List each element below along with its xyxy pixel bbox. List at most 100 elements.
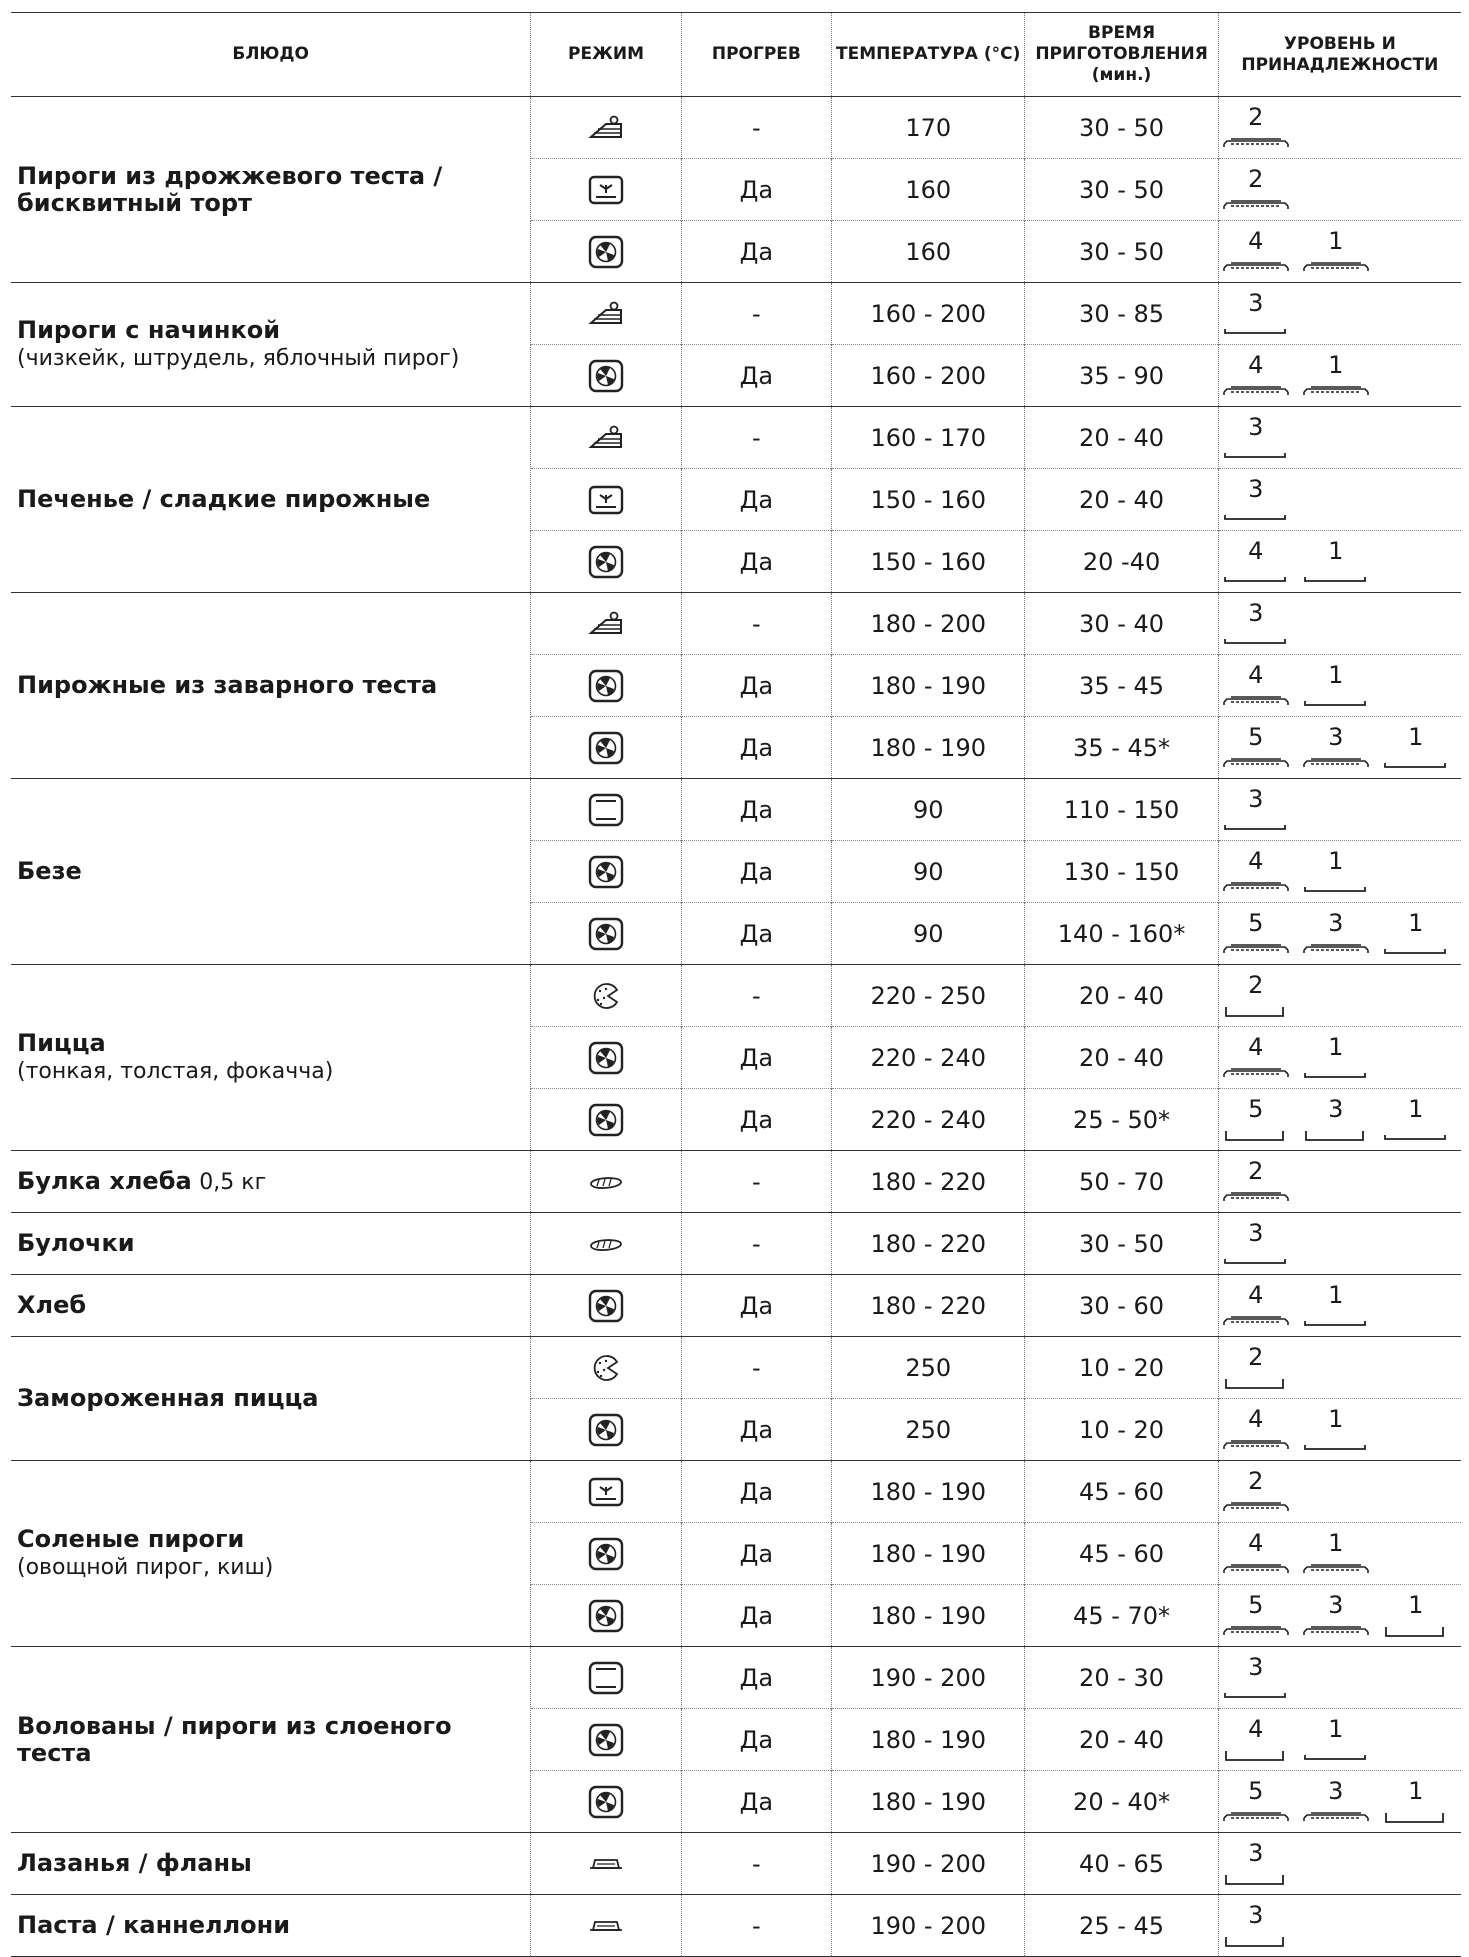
- level-number: 4: [1248, 661, 1264, 689]
- mode-cell: [530, 964, 682, 1027]
- preheat-cell: -: [680, 282, 833, 345]
- mode-cell: [530, 1026, 682, 1089]
- fan-mode-icon: [588, 1289, 624, 1322]
- level-item: 3: [1221, 601, 1291, 649]
- cooking-time-cell: 30 - 60: [1024, 1274, 1219, 1337]
- dish-name: Булка хлеба: [17, 1166, 192, 1195]
- level-number: 5: [1248, 1591, 1264, 1619]
- pan-accessory-icon: [1384, 1627, 1444, 1637]
- rack-accessory-icon: [1222, 386, 1289, 395]
- dish-name-cell: Лазанья / фланы: [11, 1832, 532, 1895]
- level-number: 3: [1248, 413, 1264, 441]
- rack-accessory-icon: [1222, 1192, 1289, 1201]
- cooking-time-cell: 10 - 20: [1024, 1336, 1219, 1399]
- table-row: Замороженная пицца -250 10 - 20 2: [11, 1336, 1461, 1461]
- temperature-cell: 180 - 190: [831, 716, 1026, 779]
- level-number: 3: [1248, 289, 1264, 317]
- cooking-time-cell: 30 - 50: [1024, 1212, 1219, 1275]
- level-item: 1: [1301, 229, 1371, 277]
- level-item: 1: [1381, 1097, 1451, 1145]
- cooking-time-cell: 20 - 40: [1024, 964, 1219, 1027]
- preheat-cell: Да: [680, 1398, 833, 1461]
- cake-mode-icon: [588, 611, 623, 634]
- cooking-time-cell: 30 - 50: [1024, 96, 1219, 159]
- mode-cell: [530, 220, 682, 283]
- level-item: 1: [1381, 1593, 1451, 1641]
- level-cell: 5 3 1: [1217, 1584, 1461, 1647]
- level-number: 1: [1328, 1281, 1344, 1309]
- level-cell: 3: [1217, 406, 1461, 469]
- fan-mode-icon: [588, 1041, 624, 1074]
- convection-mode-icon: [588, 1477, 624, 1506]
- cooking-time-cell: 45 - 60: [1024, 1460, 1219, 1523]
- dish-name: Пирожные из заварного теста: [17, 671, 438, 699]
- cooking-time-cell: 130 - 150: [1024, 840, 1219, 903]
- pan-accessory-icon: [1224, 1875, 1284, 1885]
- temperature-cell: 90: [831, 778, 1026, 841]
- dish-name-cell: Пироги из дрожжевого теста / бисквитный …: [11, 96, 532, 283]
- temperature-cell: 190 - 200: [831, 1832, 1026, 1895]
- preheat-cell: -: [680, 1336, 833, 1399]
- level-item: 4: [1221, 353, 1291, 401]
- rack-accessory-icon: [1222, 1564, 1289, 1573]
- dish-name-cell: Пицца (тонкая, толстая, фокачча): [11, 964, 532, 1151]
- temperature-cell: 160 - 170: [831, 406, 1026, 469]
- mode-cell: [530, 530, 682, 593]
- temperature-cell: 150 - 160: [831, 468, 1026, 531]
- cooking-time-cell: 40 - 65: [1024, 1832, 1219, 1895]
- mode-cell: [530, 1150, 682, 1213]
- temperature-cell: 220 - 240: [831, 1088, 1026, 1151]
- level-number: 1: [1408, 723, 1424, 751]
- fan-mode-icon: [588, 1599, 624, 1632]
- level-number: 2: [1248, 1343, 1264, 1371]
- preheat-cell: Да: [680, 1460, 833, 1523]
- preheat-cell: -: [680, 96, 833, 159]
- table-row: Печенье / сладкие пирожные -160 - 170 20 -…: [11, 406, 1461, 593]
- level-number: 5: [1248, 909, 1264, 937]
- temperature-cell: 250: [831, 1398, 1026, 1461]
- pizza-mode-icon: [593, 1354, 619, 1381]
- preheat-cell: Да: [680, 1708, 833, 1771]
- level-item: 4: [1221, 1531, 1291, 1579]
- dish-mode-icon: [590, 1920, 623, 1931]
- table-row: Да 90 130 - 150 4 1: [11, 840, 1461, 903]
- level-number: 1: [1328, 351, 1344, 379]
- preheat-cell: Да: [680, 344, 833, 407]
- level-item: 2: [1221, 105, 1291, 153]
- level-item: 3: [1221, 1903, 1291, 1951]
- preheat-cell: -: [680, 964, 833, 1027]
- rack-accessory-icon: [1222, 262, 1289, 271]
- fan-mode-icon: [588, 669, 624, 702]
- preheat-cell: Да: [680, 1584, 833, 1647]
- tray-accessory-icon: [1383, 1135, 1446, 1140]
- level-item: 1: [1301, 663, 1371, 711]
- table-row: Да 90 140 - 160* 5 3 1: [11, 902, 1461, 965]
- level-cell: 3: [1217, 1832, 1461, 1895]
- level-number: 1: [1408, 1777, 1424, 1805]
- mode-cell: [530, 1336, 682, 1399]
- cooking-time-cell: 25 - 45: [1024, 1894, 1219, 1957]
- header-temperature: ТЕМПЕРАТУРА (°C): [831, 12, 1026, 97]
- dish-name: Хлеб: [17, 1291, 87, 1319]
- rack-accessory-icon: [1222, 200, 1289, 209]
- header-preheat: ПРОГРЕВ: [680, 12, 833, 97]
- level-number: 2: [1248, 1157, 1264, 1185]
- mode-cell: [530, 1646, 682, 1709]
- dish-name: Безе: [17, 857, 82, 885]
- dish-name: Печенье / сладкие пирожные: [17, 485, 431, 513]
- preheat-cell: Да: [680, 1770, 833, 1833]
- tray-accessory-icon: [1303, 1755, 1366, 1760]
- rack-accessory-icon: [1222, 1068, 1289, 1077]
- mode-cell: [530, 158, 682, 221]
- cooking-time-cell: 110 - 150: [1024, 778, 1219, 841]
- tray-accessory-icon: [1303, 577, 1366, 582]
- level-number: 5: [1248, 723, 1264, 751]
- mode-cell: [530, 716, 682, 779]
- level-item: 1: [1301, 1407, 1371, 1455]
- tray-accessory-icon: [1383, 763, 1446, 768]
- level-number: 3: [1248, 785, 1264, 813]
- level-number: 3: [1248, 1653, 1264, 1681]
